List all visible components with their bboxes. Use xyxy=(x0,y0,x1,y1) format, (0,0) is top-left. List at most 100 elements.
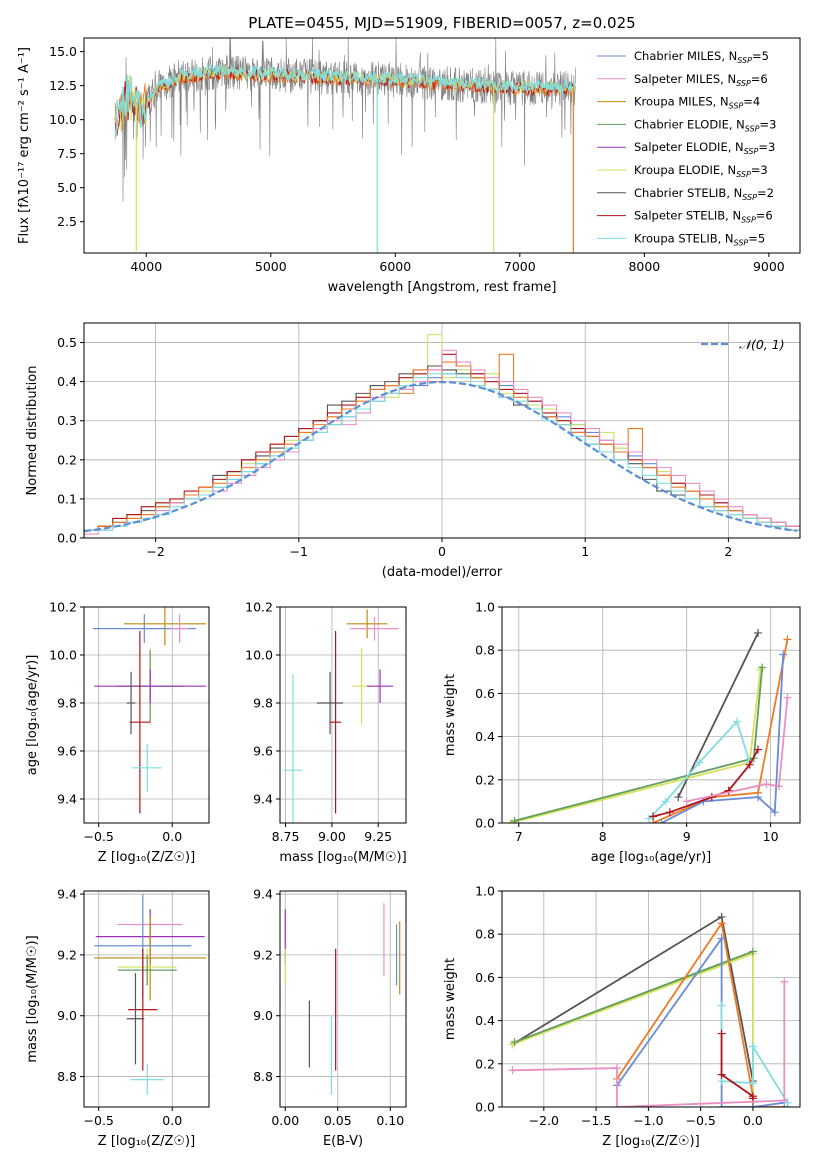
x-tick-label: 8000 xyxy=(628,259,660,274)
y-tick-label: 0.8 xyxy=(475,643,495,658)
legend-label: Salpeter MILES, NSSP=6 xyxy=(634,72,768,88)
axes-5: 7 8 9 10 0.0 0.2 0.4 0.6 0.8 1.0 age [log₁₀(age/yr… xyxy=(443,600,801,865)
x-tick-label: 0 xyxy=(438,544,446,559)
y-tick-label: 12.5 xyxy=(49,78,77,93)
y-axis-label: age [log₁₀(age/yr)] xyxy=(25,655,40,776)
mass-weight-marker xyxy=(613,1103,622,1107)
x-tick-label: 9000 xyxy=(753,259,785,274)
x-axis-label: (data-model)/error xyxy=(382,565,503,580)
y-axis-label: Normed distribution xyxy=(25,366,40,496)
y-tick-label: 0.4 xyxy=(475,729,495,744)
y-tick-label: 9.0 xyxy=(57,1008,77,1023)
plot-area xyxy=(84,334,800,538)
mass-weight-marker xyxy=(748,1042,757,1051)
axes-3: −0.5 0.0 9.4 9.6 9.8 10.0 10.2 Z [log₁₀(Z/Z☉)] a… xyxy=(25,600,210,865)
y-tick-label: 8.8 xyxy=(253,1069,273,1084)
mass-weight-marker xyxy=(644,814,653,823)
x-tick-label: −0.5 xyxy=(685,1113,715,1128)
axes-4: 8.75 9.00 9.25 9.4 9.6 9.8 10.0 10.2 mass [log₁₀… xyxy=(245,600,407,866)
x-tick-label: 7 xyxy=(515,829,523,844)
ticks: −0.5 0.0 8.8 9.0 9.2 9.4 xyxy=(57,887,182,1128)
x-tick-label: 2 xyxy=(724,544,732,559)
y-tick-label: 0.5 xyxy=(57,335,77,350)
mass-weight-marker xyxy=(510,816,519,823)
y-tick-label: 10.0 xyxy=(245,648,273,663)
legend-label: Salpeter ELODIE, NSSP=3 xyxy=(634,140,775,156)
y-tick-label: 9.4 xyxy=(57,792,77,807)
y-tick-label: 0.0 xyxy=(475,816,495,831)
y-tick-label: 0.2 xyxy=(57,452,77,467)
legend: Chabrier MILES, NSSP=5 Salpeter MILES, NS… xyxy=(597,49,776,247)
y-axis-label: mass weight xyxy=(443,958,458,1040)
y-tick-label: 5.0 xyxy=(57,180,77,195)
mass-weight-marker xyxy=(695,758,704,767)
legend-label: Kroupa ELODIE, NSSP=3 xyxy=(634,163,768,179)
x-tick-label: 0.00 xyxy=(271,1113,299,1128)
legend-label: Kroupa STELIB, NSSP=5 xyxy=(634,231,765,247)
model-spectrum xyxy=(114,63,576,137)
mass-weight-line xyxy=(514,667,764,822)
x-tick-label: 0.0 xyxy=(162,1113,182,1128)
mass-weight-marker xyxy=(724,786,733,795)
x-tick-label: −2 xyxy=(146,544,164,559)
mass-weight-line xyxy=(652,639,789,823)
mass-weight-marker xyxy=(748,947,757,956)
mass-weight-marker xyxy=(717,1070,726,1079)
mass-weight-marker xyxy=(745,760,754,769)
y-axis-label: mass weight xyxy=(443,674,458,756)
axes-frame xyxy=(83,890,210,1108)
y-tick-label: 1.0 xyxy=(475,884,495,899)
legend-label: Chabrier STELIB, NSSP=2 xyxy=(634,186,774,202)
mass-weight-marker xyxy=(682,797,691,806)
y-tick-label: 9.4 xyxy=(57,887,77,902)
mass-weight-marker xyxy=(783,1103,792,1107)
axes-6: −0.5 0.0 8.8 9.0 9.2 9.4 Z [log₁₀(Z/Z☉)] mass [… xyxy=(25,887,210,1149)
mass-weight-marker xyxy=(748,1079,757,1088)
legend-label: Salpeter STELIB, NSSP=6 xyxy=(634,209,773,225)
plot-area xyxy=(92,607,207,814)
y-tick-label: 9.6 xyxy=(57,744,77,759)
plot-area xyxy=(284,903,401,1095)
grid-lines xyxy=(84,891,209,1107)
mass-weight-line xyxy=(677,632,759,798)
mass-weight-line xyxy=(512,981,786,1107)
y-tick-label: 15.0 xyxy=(49,44,77,59)
x-tick-label: 9.25 xyxy=(364,829,392,844)
axes-7: 0.00 0.05 0.10 8.8 9.0 9.2 9.4 E(B-V) xyxy=(253,887,407,1149)
x-tick-label: 7000 xyxy=(504,259,536,274)
y-tick-label: 9.2 xyxy=(57,947,77,962)
grid-lines xyxy=(280,891,406,1107)
y-tick-label: 9.2 xyxy=(253,947,273,962)
mass-weight-marker xyxy=(780,977,789,986)
y-tick-label: 0.2 xyxy=(475,1056,495,1071)
mass-weight-marker xyxy=(508,1066,517,1075)
axes-frame xyxy=(83,322,801,539)
y-tick-label: 7.5 xyxy=(57,146,77,161)
chart-title: PLATE=0455, MJD=51909, FIBERID=0057, z=0… xyxy=(248,14,635,32)
y-tick-label: 0.1 xyxy=(57,491,77,506)
mass-weight-marker xyxy=(717,1103,726,1107)
plot-area xyxy=(94,894,207,1095)
x-axis-label: wavelength [Angstrom, rest frame] xyxy=(328,280,557,295)
ticks: 4000 5000 6000 7000 8000 9000 2.5 5.0 7.5 10.0 12.… xyxy=(49,44,785,274)
mass-weight-marker xyxy=(717,1029,726,1038)
grid-lines xyxy=(84,606,209,823)
y-tick-label: 0.2 xyxy=(475,772,495,787)
x-tick-label: 8 xyxy=(599,829,607,844)
mass-weight-marker xyxy=(779,650,788,659)
x-tick-label: 6000 xyxy=(379,259,411,274)
y-tick-label: 0.4 xyxy=(57,374,77,389)
axes-2: −2 −1 0 1 2 0.0 0.1 0.2 0.3 0.4 0.5 (data-model)/er… xyxy=(25,322,801,580)
x-tick-label: 10 xyxy=(763,829,779,844)
axes-frame xyxy=(501,606,801,824)
plot-area xyxy=(283,609,399,823)
axes-frame xyxy=(83,37,801,254)
mass-weight-marker xyxy=(756,665,765,674)
mass-weight-marker xyxy=(717,1001,726,1010)
x-axis-label: E(B-V) xyxy=(323,1134,363,1149)
y-tick-label: 0.6 xyxy=(475,686,495,701)
x-axis-label: age [log₁₀(age/yr)] xyxy=(591,850,712,865)
mass-weight-marker xyxy=(733,717,742,726)
grid-lines xyxy=(280,606,406,823)
